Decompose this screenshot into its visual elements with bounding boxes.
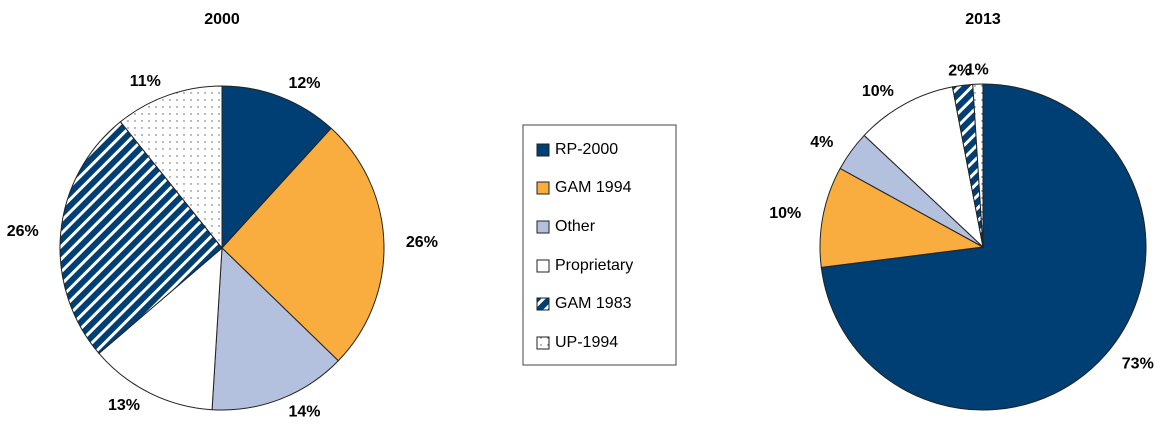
legend-label: UP-1994 xyxy=(555,334,618,351)
pie-slice xyxy=(972,83,984,248)
data-label: 10% xyxy=(769,205,801,222)
pie-slice xyxy=(98,246,223,411)
data-label: 26% xyxy=(406,234,438,251)
pie-slice xyxy=(863,86,984,249)
legend-label: GAM 1994 xyxy=(555,179,632,196)
chart-title: 2013 xyxy=(965,11,1001,28)
data-label: 14% xyxy=(288,403,320,420)
data-label: 11% xyxy=(130,73,161,90)
data-label: 2% xyxy=(948,63,971,80)
legend-swatch xyxy=(536,336,550,350)
data-label: 4% xyxy=(810,134,833,151)
pie-slice xyxy=(221,127,385,362)
data-label: 13% xyxy=(108,397,140,414)
pie-slice xyxy=(221,85,332,250)
legend-swatch xyxy=(536,220,550,234)
legend-label: Proprietary xyxy=(555,257,633,274)
legend-box xyxy=(522,124,677,366)
pie-slice xyxy=(59,121,223,355)
legend-label: Other xyxy=(555,218,596,235)
legend-label: RP-2000 xyxy=(555,141,618,158)
legend-label: GAM 1983 xyxy=(555,295,632,312)
chart-title: 2000 xyxy=(204,11,240,28)
legend-swatch xyxy=(536,143,550,157)
data-label: 10% xyxy=(862,83,894,100)
legend-swatch xyxy=(536,181,550,195)
pie-slice xyxy=(211,246,340,411)
legend-swatch xyxy=(536,297,550,311)
pie-slice xyxy=(819,167,985,268)
data-label: 73% xyxy=(1122,355,1154,372)
data-label: 1% xyxy=(966,61,989,78)
data-label: 12% xyxy=(288,75,320,92)
pie-slice xyxy=(119,85,223,250)
legend-swatch xyxy=(536,259,550,273)
data-label: 26% xyxy=(7,223,39,240)
